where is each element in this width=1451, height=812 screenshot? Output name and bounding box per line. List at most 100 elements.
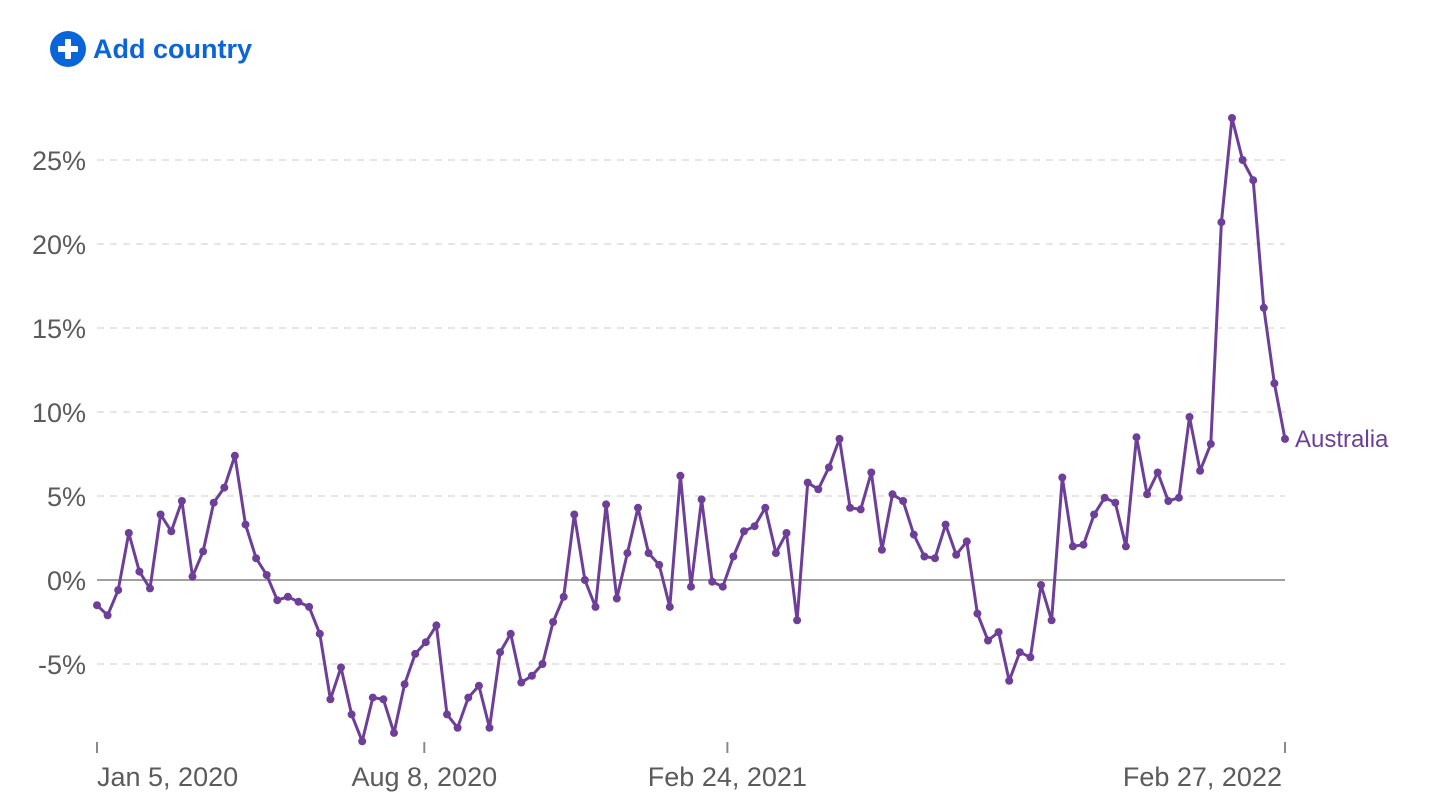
data-point [517, 678, 526, 687]
y-tick-label: -5% [38, 650, 86, 680]
data-point [729, 552, 738, 561]
data-point [994, 628, 1003, 637]
data-point [708, 577, 717, 586]
data-point [1111, 498, 1120, 507]
data-point [273, 596, 282, 605]
data-point [941, 520, 950, 529]
y-axis-ticks: -5% 0% 5% 10% 15% 20% 25% [32, 146, 86, 680]
data-point [1196, 466, 1205, 475]
data-point [877, 545, 886, 554]
data-point [793, 616, 802, 625]
data-point [634, 503, 642, 512]
data-point [379, 695, 388, 704]
data-point [1281, 434, 1289, 443]
data-point [687, 582, 695, 591]
data-point [1037, 581, 1045, 589]
data-point [527, 671, 536, 680]
data-point [167, 527, 176, 536]
y-tick-label: 10% [32, 398, 86, 428]
data-point [984, 636, 992, 645]
data-point [761, 503, 770, 512]
data-point [920, 552, 929, 561]
data-point [1090, 510, 1099, 519]
data-point [655, 560, 664, 569]
data-point [177, 497, 186, 505]
data-point [432, 621, 441, 630]
data-point [421, 638, 430, 647]
x-tick-label: Jan 5, 2020 [97, 762, 238, 792]
data-point [1132, 433, 1141, 442]
data-point [602, 500, 611, 509]
data-point [390, 728, 398, 737]
data-point [782, 529, 791, 537]
data-point [347, 710, 356, 719]
gridlines [97, 159, 1285, 665]
data-point [485, 723, 494, 732]
data-point [464, 693, 473, 702]
series-label: Australia [1295, 426, 1389, 453]
data-point [888, 490, 897, 499]
data-point [580, 576, 589, 584]
data-point [909, 530, 918, 539]
data-point [1047, 616, 1056, 625]
data-point [973, 609, 982, 618]
data-point [135, 567, 144, 576]
data-point [315, 629, 324, 638]
data-point [400, 680, 409, 689]
data-point [665, 602, 674, 611]
data-point [368, 693, 377, 702]
data-point [156, 510, 165, 519]
data-point [591, 602, 600, 611]
data-point [867, 468, 876, 477]
data-point [612, 594, 621, 603]
data-point [326, 695, 335, 704]
data-point [1238, 156, 1247, 164]
add-country-label: Add country [93, 33, 252, 64]
y-tick-label: 25% [32, 146, 86, 176]
data-point [559, 592, 568, 601]
data-point [443, 710, 451, 719]
data-point [846, 503, 855, 512]
data-point [262, 571, 271, 579]
data-point [1228, 114, 1236, 122]
data-point [835, 434, 844, 443]
data-point [146, 584, 154, 593]
data-point [1164, 497, 1173, 505]
data-point [856, 505, 865, 514]
data-point [1174, 493, 1183, 502]
add-country-button[interactable]: Add country [49, 30, 252, 68]
data-point [1217, 218, 1226, 227]
data-point [252, 554, 261, 563]
data-point [1121, 542, 1130, 551]
data-point [230, 451, 239, 460]
y-tick-label: 20% [32, 230, 86, 260]
y-tick-label: 0% [47, 566, 86, 596]
data-point [1259, 303, 1268, 312]
data-point [283, 592, 292, 601]
data-point [814, 485, 823, 494]
x-tick-label: Feb 27, 2022 [1123, 762, 1282, 792]
data-point [538, 660, 547, 668]
data-point [740, 527, 748, 536]
data-point [952, 550, 961, 559]
x-tick-label: Aug 8, 2020 [351, 762, 497, 792]
data-point [1005, 676, 1014, 685]
data-point [1270, 379, 1279, 388]
data-point [305, 602, 314, 611]
data-point [337, 663, 345, 672]
data-point [1015, 648, 1024, 657]
data-point [93, 601, 101, 610]
data-point [474, 681, 483, 690]
data-point [1079, 540, 1088, 549]
data-point [623, 549, 632, 558]
data-point [676, 471, 685, 480]
data-point [1026, 653, 1035, 662]
data-point [750, 522, 759, 531]
data-point [1153, 468, 1162, 477]
data-point [1206, 439, 1215, 448]
data-point [188, 572, 197, 581]
series-australia: Australia [93, 114, 1389, 746]
data-point [1185, 413, 1194, 421]
data-point [1068, 542, 1077, 551]
x-tick-label: Feb 24, 2021 [648, 762, 807, 792]
